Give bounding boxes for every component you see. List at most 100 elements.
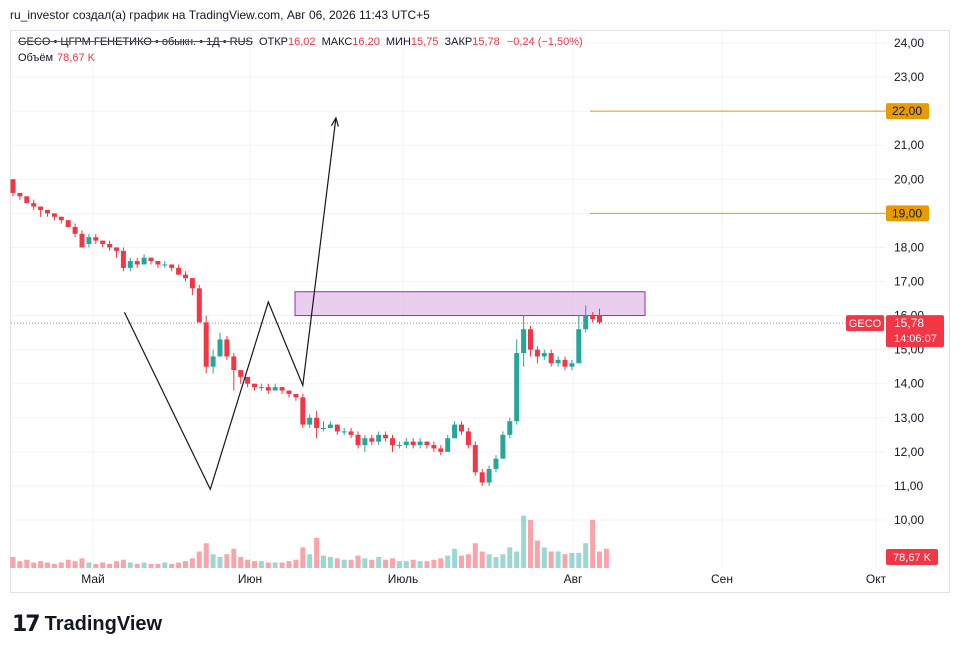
candle-body[interactable] bbox=[362, 438, 367, 445]
candle-body[interactable] bbox=[162, 264, 167, 265]
volume-bar bbox=[135, 564, 140, 568]
candle-body[interactable] bbox=[521, 329, 526, 353]
candle-body[interactable] bbox=[563, 360, 568, 367]
volume-bar bbox=[314, 538, 319, 568]
candle-body[interactable] bbox=[514, 353, 519, 421]
candle-body[interactable] bbox=[273, 387, 278, 390]
candle-body[interactable] bbox=[169, 264, 174, 267]
candle-body[interactable] bbox=[300, 397, 305, 424]
candle-body[interactable] bbox=[583, 316, 588, 330]
candle-body[interactable] bbox=[500, 435, 505, 459]
candle-body[interactable] bbox=[390, 438, 395, 445]
candle-body[interactable] bbox=[473, 445, 478, 472]
candle-body[interactable] bbox=[335, 425, 340, 432]
candle-body[interactable] bbox=[369, 438, 374, 441]
candle-body[interactable] bbox=[425, 442, 430, 445]
candle-body[interactable] bbox=[556, 360, 561, 363]
tradingview-logo[interactable]: 17 TradingView bbox=[12, 612, 162, 637]
candle-body[interactable] bbox=[114, 247, 119, 250]
candle-body[interactable] bbox=[397, 445, 402, 446]
volume-bar bbox=[293, 560, 298, 568]
candle-body[interactable] bbox=[431, 445, 436, 448]
candle-body[interactable] bbox=[507, 421, 512, 435]
candle-body[interactable] bbox=[590, 316, 595, 319]
volume-bar bbox=[369, 560, 374, 568]
candle-body[interactable] bbox=[466, 431, 471, 445]
candle-body[interactable] bbox=[38, 207, 43, 210]
candle-body[interactable] bbox=[418, 442, 423, 445]
candle-body[interactable] bbox=[376, 435, 381, 442]
candle-body[interactable] bbox=[321, 428, 326, 429]
volume-bar bbox=[121, 560, 126, 568]
candle-body[interactable] bbox=[287, 391, 292, 394]
candle-body[interactable] bbox=[73, 227, 78, 234]
candle-body[interactable] bbox=[576, 329, 581, 363]
candle-body[interactable] bbox=[597, 316, 602, 323]
candle-body[interactable] bbox=[142, 258, 147, 265]
candle-body[interactable] bbox=[356, 435, 361, 445]
symbol-label[interactable]: GECO • ЦГРМ ГЕНЕТИКО • обыкн. • 1Д • RUS bbox=[18, 36, 253, 48]
candle-body[interactable] bbox=[445, 438, 450, 452]
candle-body[interactable] bbox=[452, 425, 457, 439]
candle-body[interactable] bbox=[549, 353, 554, 363]
volume-bar bbox=[211, 554, 216, 568]
candle-body[interactable] bbox=[218, 339, 223, 356]
candle-body[interactable] bbox=[293, 394, 298, 397]
candle-body[interactable] bbox=[480, 472, 485, 482]
candle-body[interactable] bbox=[17, 193, 22, 196]
candle-body[interactable] bbox=[66, 220, 71, 227]
candle-body[interactable] bbox=[224, 339, 229, 356]
candle-body[interactable] bbox=[528, 329, 533, 349]
candle-body[interactable] bbox=[100, 241, 105, 244]
candle-body[interactable] bbox=[59, 217, 64, 220]
candle-body[interactable] bbox=[231, 356, 236, 370]
candle-body[interactable] bbox=[135, 261, 140, 264]
candle-body[interactable] bbox=[183, 275, 188, 278]
candle-body[interactable] bbox=[121, 251, 126, 268]
candle-body[interactable] bbox=[211, 356, 216, 366]
candle-body[interactable] bbox=[190, 278, 195, 288]
candle-body[interactable] bbox=[204, 322, 209, 366]
candle-body[interactable] bbox=[86, 237, 91, 244]
candle-body[interactable] bbox=[52, 213, 57, 216]
candle-body[interactable] bbox=[24, 196, 29, 203]
candle-body[interactable] bbox=[149, 258, 154, 261]
candle-body[interactable] bbox=[569, 363, 574, 366]
candle-body[interactable] bbox=[314, 418, 319, 428]
candle-body[interactable] bbox=[238, 370, 243, 377]
candle-body[interactable] bbox=[11, 179, 16, 193]
candle-body[interactable] bbox=[128, 261, 133, 268]
candle-body[interactable] bbox=[259, 387, 264, 388]
candle-body[interactable] bbox=[307, 418, 312, 425]
candle-body[interactable] bbox=[459, 425, 464, 432]
candle-body[interactable] bbox=[266, 387, 271, 390]
candle-body[interactable] bbox=[349, 431, 354, 434]
candle-body[interactable] bbox=[542, 353, 547, 356]
candle-body[interactable] bbox=[383, 435, 388, 438]
last-price-label: 15,78 bbox=[894, 316, 924, 330]
candle-body[interactable] bbox=[328, 425, 333, 428]
candle-body[interactable] bbox=[438, 448, 443, 451]
candle-body[interactable] bbox=[494, 459, 499, 469]
candle-body[interactable] bbox=[45, 210, 50, 213]
candle-body[interactable] bbox=[107, 244, 112, 247]
candle-body[interactable] bbox=[280, 387, 285, 390]
change-value: −0,24 (−1,50%) bbox=[507, 36, 583, 48]
candle-body[interactable] bbox=[487, 469, 492, 483]
candle-body[interactable] bbox=[535, 350, 540, 357]
candle-body[interactable] bbox=[93, 237, 98, 240]
candle-body[interactable] bbox=[176, 268, 181, 275]
volume-bar bbox=[362, 558, 367, 568]
candle-body[interactable] bbox=[245, 377, 250, 384]
candle-body[interactable] bbox=[155, 261, 160, 264]
volume-value: 78,67 K bbox=[57, 52, 95, 64]
candle-body[interactable] bbox=[404, 442, 409, 445]
candle-body[interactable] bbox=[411, 442, 416, 445]
candle-body[interactable] bbox=[252, 384, 257, 387]
candle-body[interactable] bbox=[31, 203, 36, 206]
candle-body[interactable] bbox=[80, 234, 85, 248]
candle-body[interactable] bbox=[197, 288, 202, 322]
resistance-zone[interactable] bbox=[295, 292, 645, 316]
candle-body[interactable] bbox=[342, 431, 347, 432]
